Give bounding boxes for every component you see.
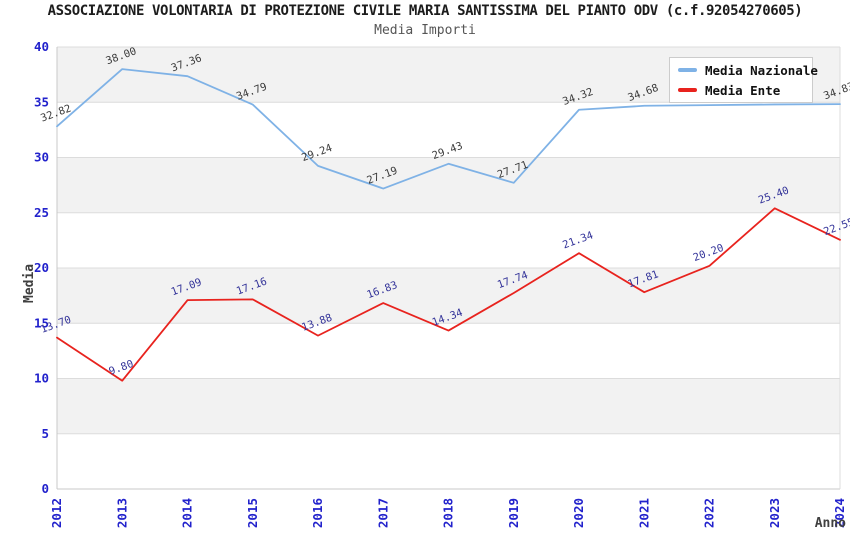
x-tick-label: 2018: [441, 498, 456, 528]
plot-band: [57, 268, 840, 324]
y-tick-label: 5: [41, 426, 49, 441]
chart-title: ASSOCIAZIONE VOLONTARIA DI PROTEZIONE CI…: [47, 3, 803, 19]
legend-label: Media Ente: [705, 82, 781, 98]
x-tick-label: 2015: [245, 498, 260, 528]
point-label: 22.55: [822, 216, 850, 238]
y-tick-label: 25: [34, 205, 49, 220]
y-tick-label: 0: [41, 481, 49, 496]
point-label: 20.20: [692, 242, 726, 264]
chart-subtitle: Media Importi: [374, 23, 476, 38]
point-label: 9.80: [107, 358, 135, 378]
media-ente-swatch-icon: [678, 88, 697, 92]
x-axis-title: Anno: [815, 516, 846, 531]
x-tick-label: 2019: [506, 498, 521, 528]
y-tick-label: 30: [34, 150, 49, 165]
x-tick-label: 2023: [767, 498, 782, 528]
x-tick-label: 2013: [114, 498, 129, 528]
legend-item-media-ente[interactable]: Media Ente: [678, 83, 812, 98]
x-tick-label: 2021: [636, 498, 651, 528]
x-tick-label: 2022: [702, 498, 717, 528]
x-tick-label: 2020: [571, 498, 586, 528]
y-tick-label: 40: [34, 39, 49, 54]
y-tick-label: 20: [34, 260, 49, 275]
legend: Media Nazionale Media Ente: [669, 57, 818, 103]
y-tick-label: 35: [34, 94, 49, 109]
plot-band: [57, 378, 840, 434]
x-tick-label: 2024: [832, 498, 847, 528]
legend-item-media-nazionale[interactable]: Media Nazionale: [678, 63, 818, 78]
point-label: 21.34: [561, 229, 595, 251]
y-axis-title: Media: [22, 264, 37, 303]
x-tick-label: 2012: [49, 498, 64, 528]
media-nazionale-swatch-icon: [678, 68, 697, 72]
x-tick-label: 2016: [310, 498, 325, 528]
plot-band: [57, 157, 840, 213]
x-tick-label: 2014: [180, 498, 195, 528]
y-tick-label: 10: [34, 371, 49, 386]
series-line-media-ente: [56, 207, 841, 382]
y-tick-label: 15: [34, 315, 49, 330]
legend-label: Media Nazionale: [705, 62, 818, 78]
x-tick-label: 2017: [375, 498, 390, 528]
series-line-media-nazionale: [56, 68, 841, 190]
